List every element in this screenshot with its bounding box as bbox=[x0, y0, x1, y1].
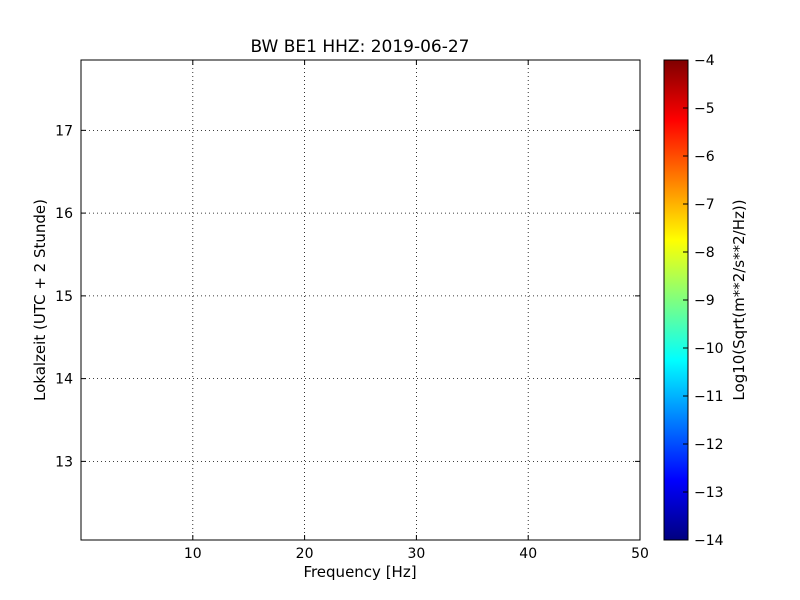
chart-title: BW BE1 HHZ: 2019-06-27 bbox=[250, 37, 469, 57]
